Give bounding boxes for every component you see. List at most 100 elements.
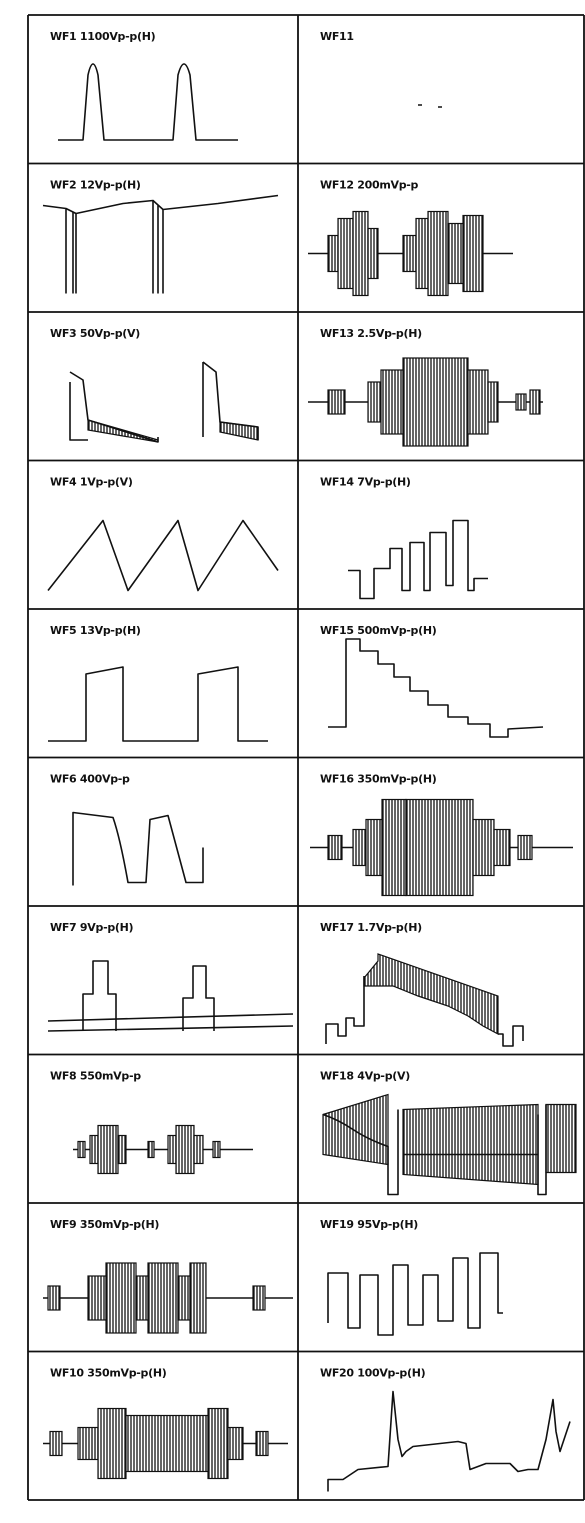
waveform-cell: WF11	[320, 30, 442, 108]
burst	[402, 357, 469, 447]
waveform-cell: WF8 550mVp-p	[50, 1070, 253, 1175]
burst	[515, 393, 527, 411]
burst	[167, 1134, 177, 1165]
waveform-label: WF15 500mVp-p(H)	[320, 624, 437, 637]
waveform-cell: WF9 350mVp-p(H)	[43, 1218, 293, 1334]
burst	[77, 1140, 86, 1159]
waveform-label: WF12 200mVp-p	[320, 179, 419, 192]
waveform	[322, 1104, 547, 1196]
waveform	[48, 666, 268, 742]
waveform-label: WF10 350mVp-p(H)	[50, 1367, 167, 1380]
waveform-label: WF11	[320, 30, 354, 43]
burst	[327, 834, 343, 861]
waveform	[327, 1252, 503, 1336]
burst	[472, 818, 495, 877]
burst	[493, 828, 511, 867]
waveform-cell: WF1 1100Vp-p(H)	[50, 30, 238, 141]
waveform	[72, 811, 204, 886]
waveform-cell: WF4 1Vp-p(V)	[47, 476, 279, 592]
waveform-label: WF2 12Vp-p(H)	[50, 179, 141, 192]
waveform-label: WF1 1100Vp-p(H)	[50, 30, 156, 43]
waveform-label: WF9 350mVp-p(H)	[50, 1218, 159, 1231]
hatched-area	[402, 1103, 539, 1186]
waveform	[327, 1390, 571, 1492]
burst	[367, 381, 382, 423]
burst	[193, 1134, 204, 1165]
burst	[227, 1426, 244, 1461]
waveform-label: WF16 350mVp-p(H)	[320, 773, 437, 786]
waveform-label: WF7 9Vp-p(H)	[50, 921, 134, 934]
waveform-cell: WF15 500mVp-p(H)	[320, 624, 544, 738]
burst	[89, 1134, 99, 1165]
waveform-label: WF13 2.5Vp-p(H)	[320, 327, 422, 340]
burst	[87, 1275, 107, 1321]
hatched-area	[545, 1103, 577, 1174]
burst	[47, 1285, 61, 1311]
waveform-label: WF17 1.7Vp-p(H)	[320, 921, 422, 934]
waveform	[157, 362, 204, 442]
waveform-label: WF14 7Vp-p(H)	[320, 476, 411, 489]
burst	[212, 1140, 221, 1159]
waveform-cell: WF7 9Vp-p(H)	[47, 921, 294, 1032]
burst	[447, 222, 464, 285]
waveform-label: WF20 100Vp-p(H)	[320, 1367, 426, 1380]
burst	[252, 1285, 266, 1311]
burst	[352, 210, 369, 297]
waveform	[325, 976, 524, 1047]
burst	[177, 1275, 191, 1321]
burst	[337, 217, 354, 290]
burst	[487, 381, 499, 423]
waveform	[65, 199, 164, 215]
waveform-label: WF4 1Vp-p(V)	[50, 476, 133, 489]
burst	[381, 798, 407, 897]
waveform-label: WF3 50Vp-p(V)	[50, 327, 140, 340]
waveform	[58, 63, 238, 141]
waveform-cell: WF6 400Vp-p	[50, 773, 204, 886]
burst	[97, 1407, 127, 1480]
waveform-label: WF19 95Vp-p(H)	[320, 1218, 418, 1231]
burst	[352, 828, 367, 867]
waveform	[82, 960, 215, 1031]
burst	[517, 834, 533, 861]
waveform-cell: WF20 100Vp-p(H)	[320, 1367, 571, 1492]
burst	[427, 210, 449, 297]
burst	[402, 234, 417, 273]
waveform	[69, 382, 88, 441]
burst	[175, 1124, 195, 1175]
waveform	[72, 205, 159, 294]
burst	[125, 1414, 209, 1473]
waveform-cell: WF13 2.5Vp-p(H)	[308, 327, 543, 447]
burst	[147, 1140, 155, 1159]
waveform	[42, 194, 279, 294]
burst	[189, 1262, 207, 1334]
burst	[327, 389, 346, 415]
burst	[105, 1262, 137, 1334]
waveform	[47, 1025, 294, 1032]
waveform-cell: WF3 50Vp-p(V)	[50, 327, 259, 443]
burst	[49, 1430, 63, 1457]
waveform	[328, 638, 544, 738]
waveform-label: WF6 400Vp-p	[50, 773, 130, 786]
burst	[77, 1426, 99, 1461]
waveform	[348, 519, 488, 600]
burst	[327, 234, 339, 273]
burst	[462, 214, 484, 293]
waveform-cell: WF5 13Vp-p(H)	[48, 624, 268, 742]
waveform-cell: WF17 1.7Vp-p(H)	[320, 921, 524, 1047]
burst	[405, 798, 474, 897]
hatched-area	[363, 953, 499, 1035]
burst	[467, 369, 489, 435]
waveform-cell: WF12 200mVp-p	[308, 179, 513, 297]
grid-lines	[27, 14, 585, 1501]
hatched-area	[322, 1093, 389, 1166]
waveform-cell: WF18 4Vp-p(V)	[320, 1070, 577, 1196]
burst	[97, 1124, 119, 1175]
waveform	[47, 519, 279, 592]
burst	[415, 217, 429, 290]
waveform	[69, 361, 259, 443]
waveform	[47, 1013, 294, 1022]
burst	[255, 1430, 269, 1457]
waveform-cell: WF16 350mVp-p(H)	[310, 773, 573, 897]
burst	[147, 1262, 179, 1334]
